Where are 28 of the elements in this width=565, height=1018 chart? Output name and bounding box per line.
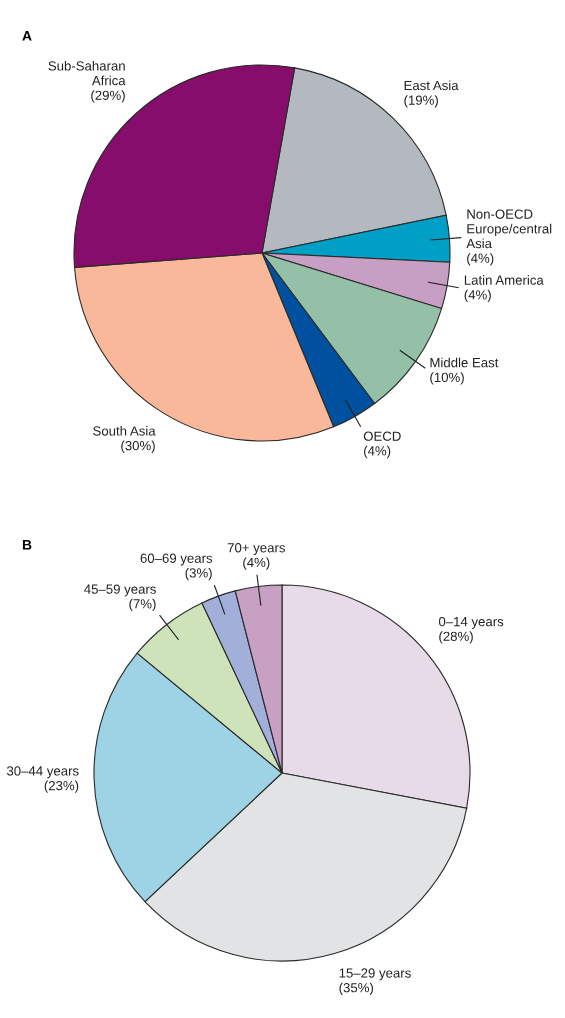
data-label: (19%) bbox=[404, 95, 438, 108]
slice-label: 15–29 years bbox=[339, 968, 411, 981]
data-label: (29%) bbox=[91, 90, 125, 103]
data-label: (3%) bbox=[185, 567, 212, 581]
slice-label: South Asia bbox=[93, 425, 156, 436]
slice-label: Latin America bbox=[464, 275, 544, 285]
slice-label: 30–44 years bbox=[6, 766, 79, 779]
slice-label: 45–59 years bbox=[84, 584, 156, 597]
data-label: (10%) bbox=[430, 372, 464, 385]
slice-label: 70+ years bbox=[227, 543, 285, 556]
slice-label: Sub-Saharan Africa bbox=[48, 60, 126, 86]
slice-label: 60–69 years bbox=[140, 553, 213, 566]
data-label: (4%) bbox=[467, 253, 494, 266]
data-label: (4%) bbox=[364, 445, 391, 459]
data-label: (4%) bbox=[464, 289, 491, 303]
data-label: (35%) bbox=[339, 982, 374, 995]
slice-label: Middle East bbox=[430, 357, 499, 368]
slice-label: 0–14 years bbox=[438, 616, 504, 629]
data-label: (30%) bbox=[121, 440, 155, 453]
slice-label: OECD bbox=[363, 431, 401, 441]
chart-title: B bbox=[22, 540, 32, 550]
slice-label: Non-OECD Europe/central Asia bbox=[466, 209, 552, 249]
data-label: (28%) bbox=[439, 631, 473, 644]
slice-label: East Asia bbox=[404, 80, 459, 91]
chart-title: A bbox=[22, 31, 32, 41]
data-label: (23%) bbox=[44, 780, 79, 793]
data-label: (4%) bbox=[243, 557, 270, 570]
data-label: (7%) bbox=[129, 598, 156, 612]
